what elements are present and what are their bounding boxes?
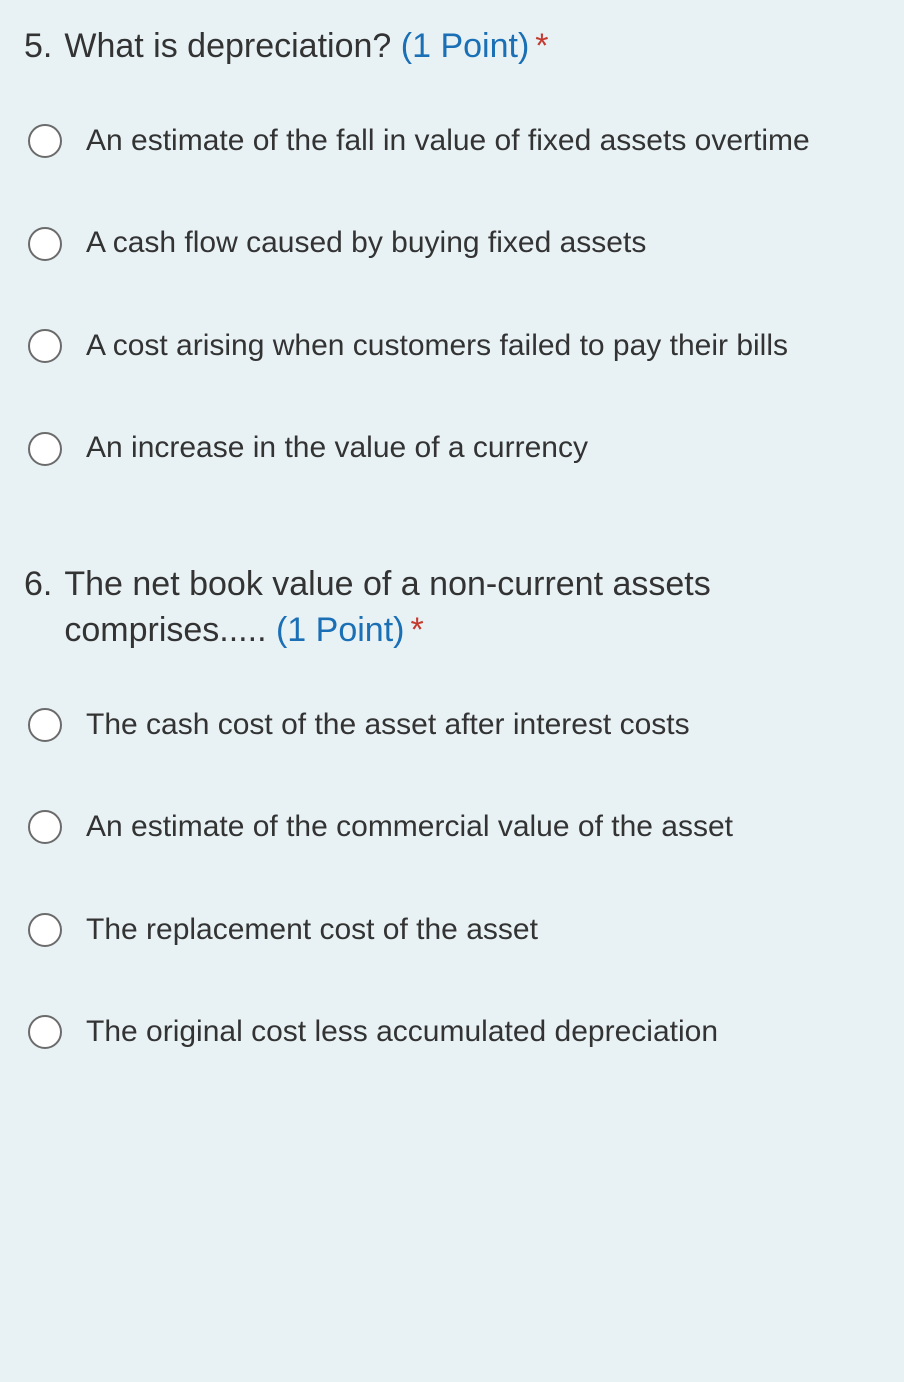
question-number: 5.: [24, 24, 52, 70]
question-number: 6.: [24, 562, 52, 608]
question-5-header: 5. What is depreciation? (1 Point)*: [24, 24, 880, 70]
option-row[interactable]: The cash cost of the asset after interes…: [28, 702, 880, 749]
question-5: 5. What is depreciation? (1 Point)* An e…: [24, 24, 880, 472]
question-6-header: 6. The net book value of a non-current a…: [24, 562, 880, 654]
option-label: The original cost less accumulated depre…: [86, 1009, 880, 1056]
radio-icon[interactable]: [28, 329, 62, 363]
question-points: (1 Point): [401, 27, 530, 65]
radio-icon[interactable]: [28, 810, 62, 844]
option-label: The replacement cost of the asset: [86, 907, 880, 954]
required-asterisk: *: [535, 27, 548, 65]
radio-icon[interactable]: [28, 227, 62, 261]
option-row[interactable]: An estimate of the commercial value of t…: [28, 804, 880, 851]
question-points: (1 Point): [276, 611, 405, 649]
option-label: An estimate of the commercial value of t…: [86, 804, 880, 851]
option-label: A cost arising when customers failed to …: [86, 323, 880, 370]
radio-icon[interactable]: [28, 124, 62, 158]
question-5-options: An estimate of the fall in value of fixe…: [24, 118, 880, 472]
question-text: What is depreciation?: [64, 27, 400, 65]
option-row[interactable]: An increase in the value of a currency: [28, 425, 880, 472]
option-label: A cash flow caused by buying fixed asset…: [86, 220, 880, 267]
option-label: An increase in the value of a currency: [86, 425, 880, 472]
question-6: 6. The net book value of a non-current a…: [24, 562, 880, 1056]
option-row[interactable]: An estimate of the fall in value of fixe…: [28, 118, 880, 165]
option-row[interactable]: The replacement cost of the asset: [28, 907, 880, 954]
option-row[interactable]: The original cost less accumulated depre…: [28, 1009, 880, 1056]
radio-icon[interactable]: [28, 913, 62, 947]
option-label: The cash cost of the asset after interes…: [86, 702, 880, 749]
option-row[interactable]: A cash flow caused by buying fixed asset…: [28, 220, 880, 267]
required-asterisk: *: [410, 611, 423, 649]
radio-icon[interactable]: [28, 432, 62, 466]
question-6-options: The cash cost of the asset after interes…: [24, 702, 880, 1056]
option-label: An estimate of the fall in value of fixe…: [86, 118, 880, 165]
radio-icon[interactable]: [28, 708, 62, 742]
radio-icon[interactable]: [28, 1015, 62, 1049]
option-row[interactable]: A cost arising when customers failed to …: [28, 323, 880, 370]
